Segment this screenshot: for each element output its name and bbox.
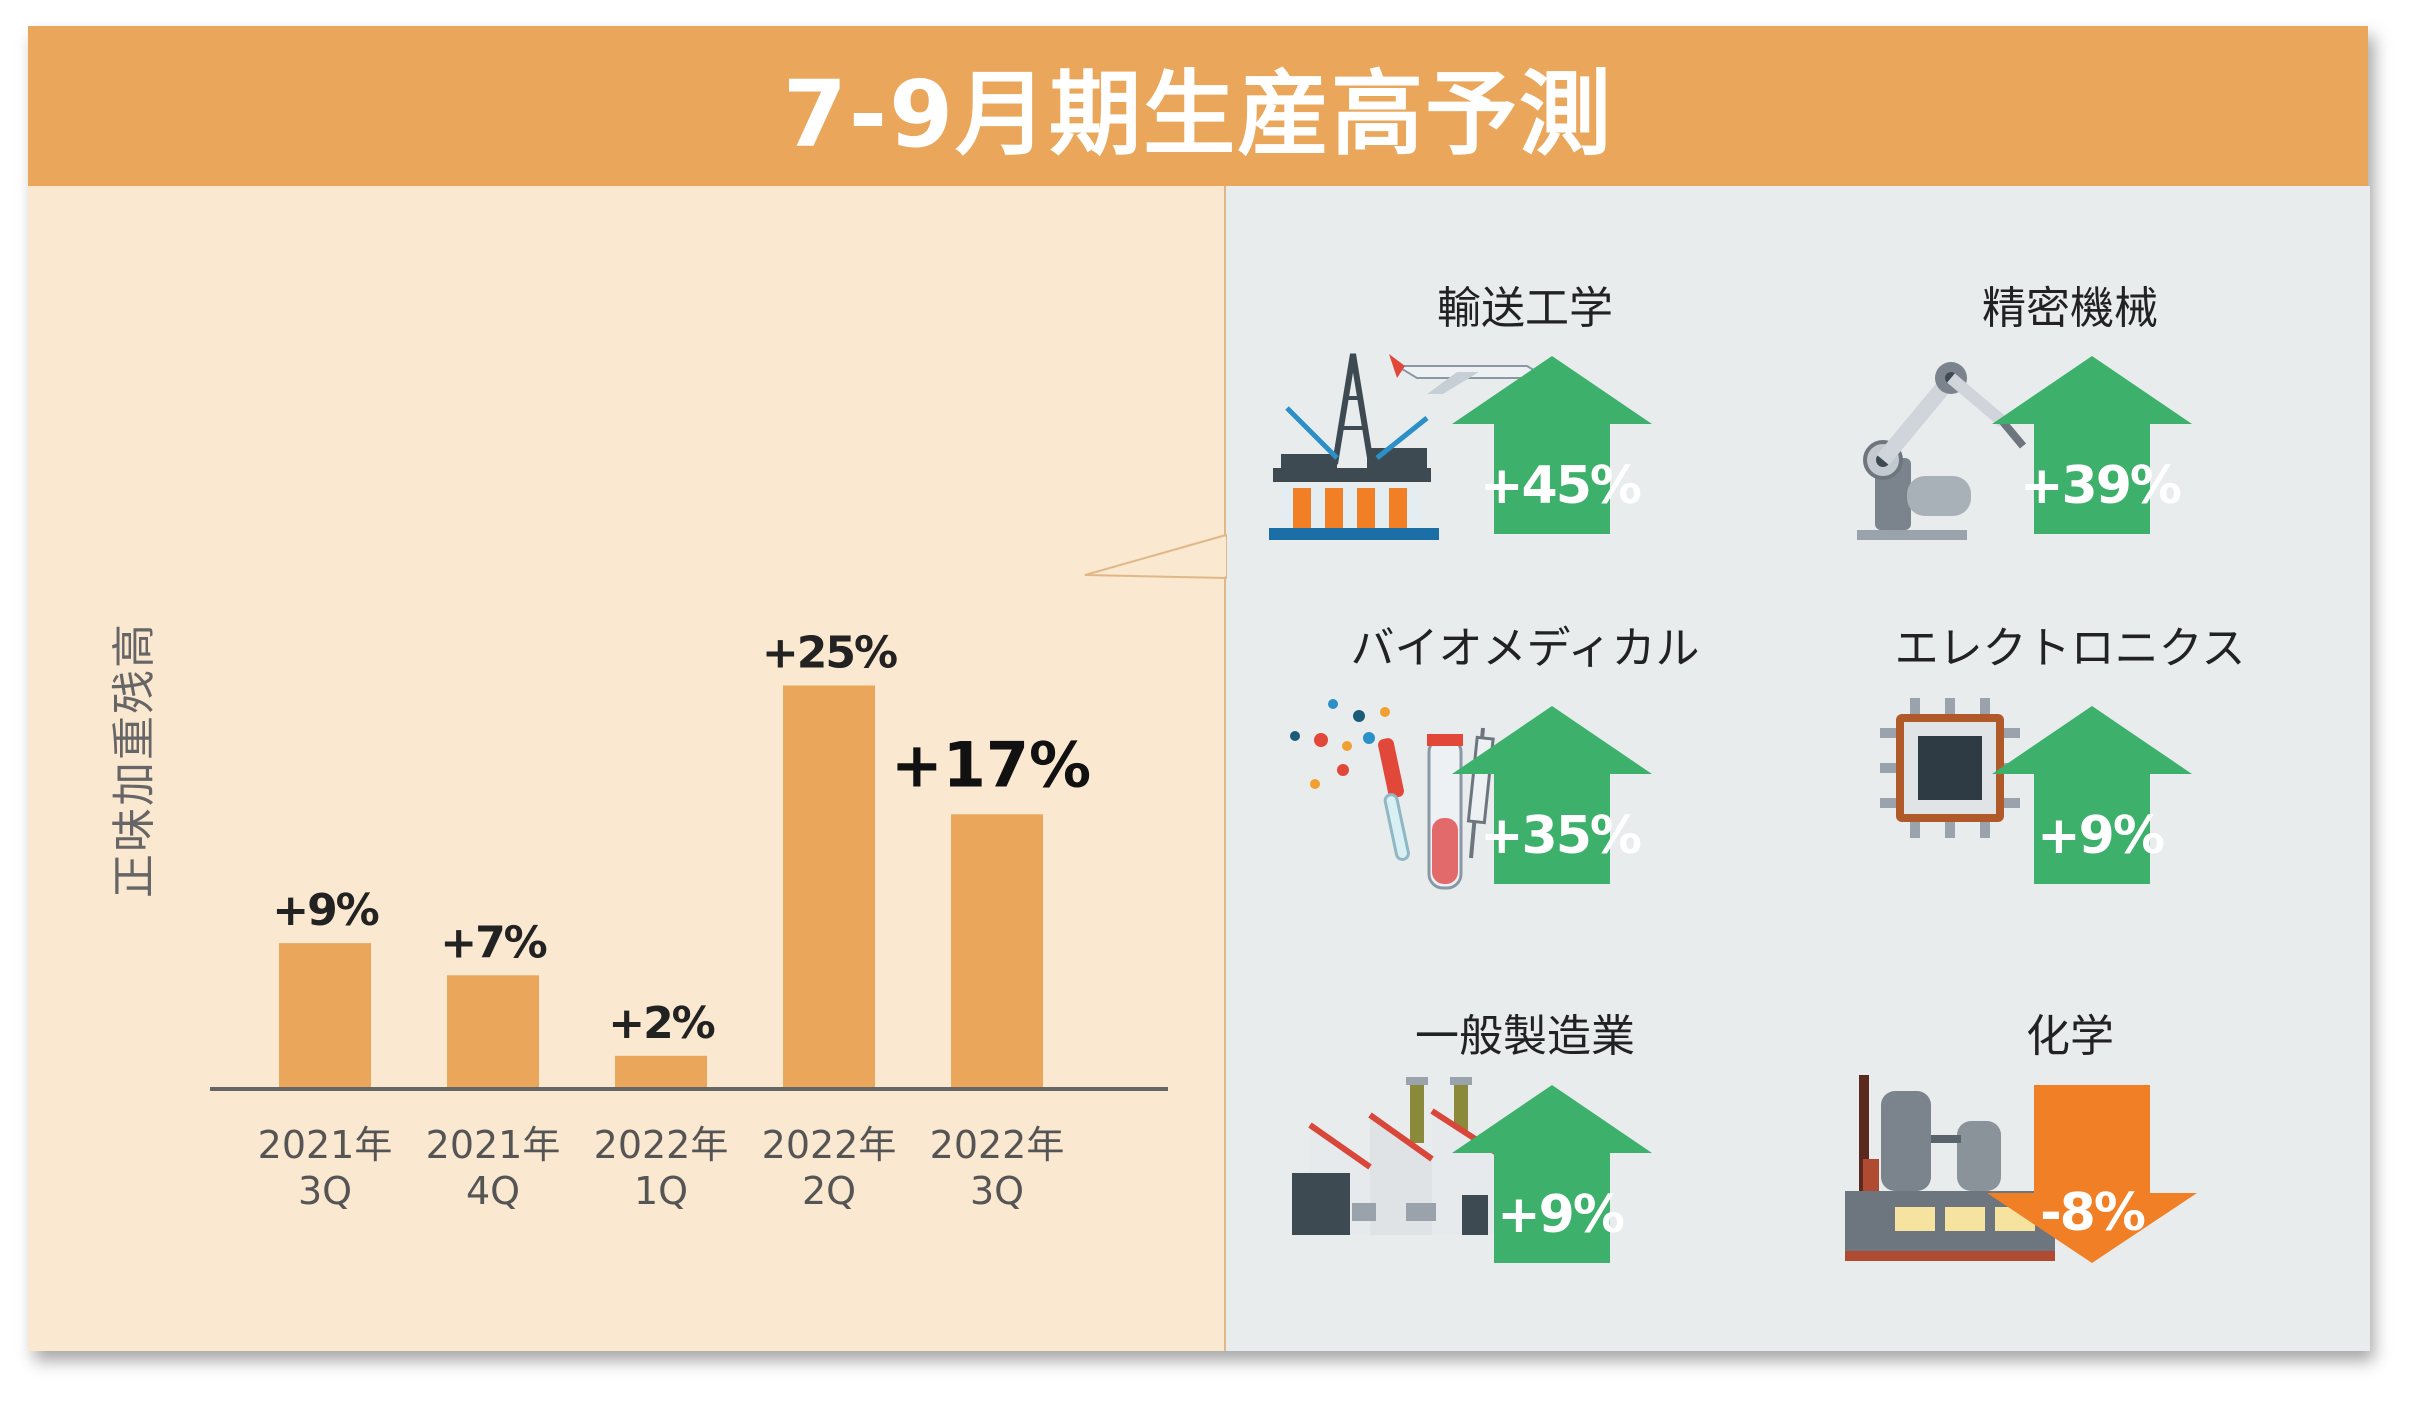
x-tick-label: 4Q [466,1169,520,1213]
header: 7-9月期生産高予測 [28,26,2368,186]
data-label: +17% [891,728,1091,801]
x-tick-label: 2022年 [594,1123,729,1167]
sector-change-label: +39% [2019,456,2182,516]
data-label: +7% [440,917,546,968]
bar [951,814,1043,1088]
page-title: 7-9月期生産高予測 [782,60,1614,168]
data-label: +2% [608,998,714,1049]
sector-title: 輸送工学 [1437,283,1613,334]
medical-lab-icon [1287,698,1517,902]
robot-arm-icon [1855,348,2045,552]
data-label: +9% [272,885,378,936]
sector-change-label: +9% [1497,1185,1625,1245]
sector-title: エレクトロニクス [1894,623,2246,674]
sector-change-label: +45% [1479,456,1642,516]
bar [783,685,875,1088]
microchip-icon [1880,698,2020,842]
sector-change-label: +35% [1479,806,1642,866]
bar [279,943,371,1088]
sector-title: 化学 [2026,1011,2114,1062]
bar [447,975,539,1088]
arrow-up-icon [1992,706,2192,884]
x-tick-label: 2022年 [762,1123,897,1167]
factory-icon [1292,1075,1512,1239]
x-tick-label: 3Q [970,1169,1024,1213]
x-tick-label: 1Q [634,1169,688,1213]
arrow-up-icon [1452,356,1652,534]
x-tick-label: 2021年 [426,1123,561,1167]
bar [615,1055,707,1088]
x-tick-label: 2021年 [258,1123,393,1167]
x-tick-label: 2022年 [930,1123,1065,1167]
sector-change-label: +9% [2037,806,2165,866]
sector-title: 精密機械 [1982,283,2158,334]
arrow-up-icon [1452,706,1652,884]
sector-change-label: -8% [2040,1183,2146,1243]
sector-title: バイオメディカル [1350,623,1700,674]
sector-title: 一般製造業 [1415,1011,1635,1062]
arrow-down-icon [1987,1085,2197,1263]
chart-panel [28,186,1224,1351]
x-tick-label: 3Q [298,1169,352,1213]
chemical-plant-icon [1845,1075,2055,1269]
arrow-up-icon [1992,356,2192,534]
x-tick-label: 2Q [802,1169,856,1213]
arrow-up-icon [1452,1085,1652,1263]
data-label: +25% [762,628,897,679]
